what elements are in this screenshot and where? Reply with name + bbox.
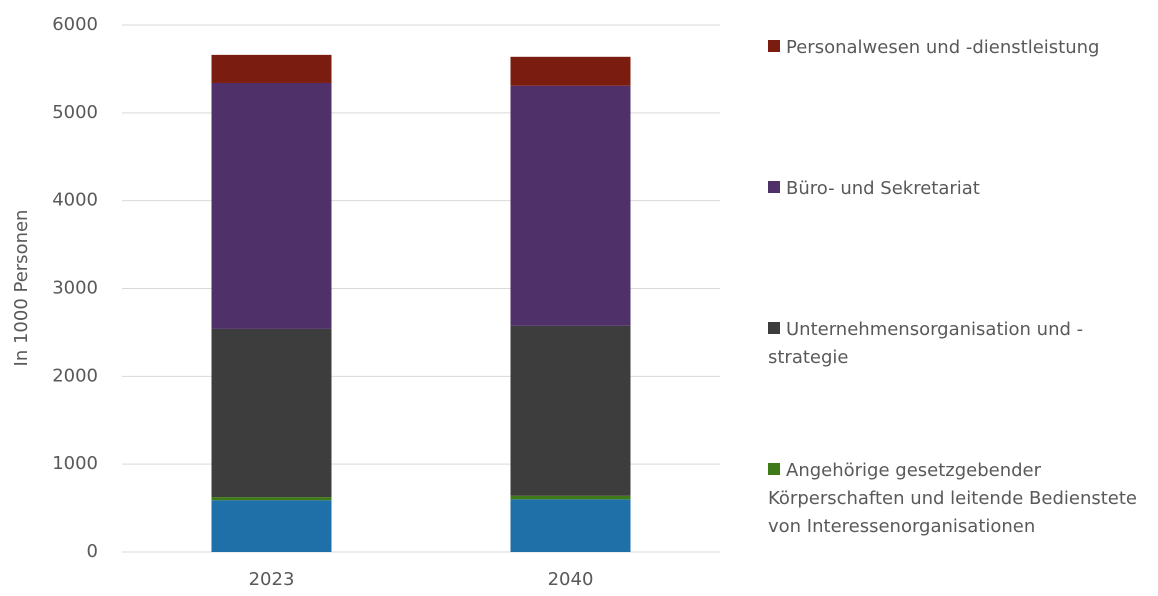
bar-segment bbox=[211, 82, 332, 329]
bar-segment bbox=[211, 500, 332, 552]
bar-segment bbox=[211, 497, 332, 501]
y-tick-label: 3000 bbox=[52, 278, 98, 299]
x-tick-label: 2040 bbox=[548, 569, 594, 590]
y-tick-label: 1000 bbox=[52, 453, 98, 474]
legend-swatch bbox=[768, 40, 780, 52]
bar-segment bbox=[510, 85, 631, 326]
legend-item: Angehörige gesetzgebender Körperschaften… bbox=[768, 457, 1153, 541]
bar-segment bbox=[510, 56, 631, 86]
bar-segment bbox=[510, 495, 631, 500]
y-tick-label: 5000 bbox=[52, 102, 98, 123]
legend-label: Unternehmensorganisation und -strategie bbox=[768, 319, 1084, 368]
x-tick-label: 2023 bbox=[249, 569, 295, 590]
plot: In 1000 Personen 0 1000 2000 3000 4000 5000 60… bbox=[11, 14, 720, 590]
y-tick-label: 0 bbox=[87, 541, 98, 562]
y-tick-label: 2000 bbox=[52, 365, 98, 386]
legend-item: Unternehmensorganisation und -strategie bbox=[768, 316, 1153, 372]
legend-swatch bbox=[768, 463, 780, 475]
legend-label: Personalwesen und -dienstleistung bbox=[786, 37, 1100, 58]
bar-segment bbox=[510, 325, 631, 496]
bar-segment bbox=[211, 328, 332, 498]
legend-label: Angehörige gesetzgebender Körperschaften… bbox=[768, 460, 1137, 537]
legend-item: Personalwesen und -dienstleistung bbox=[768, 34, 1153, 62]
legend-label: Büro- und Sekretariat bbox=[786, 178, 980, 199]
y-tick-label: 6000 bbox=[52, 14, 98, 35]
legend-swatch bbox=[768, 322, 780, 334]
legend-swatch bbox=[768, 181, 780, 193]
y-axis-label: In 1000 Personen bbox=[11, 210, 32, 367]
y-tick-label: 4000 bbox=[52, 190, 98, 211]
legend-item: Büro- und Sekretariat bbox=[768, 175, 1153, 203]
bar-segment bbox=[211, 54, 332, 83]
bar-segment bbox=[510, 499, 631, 552]
